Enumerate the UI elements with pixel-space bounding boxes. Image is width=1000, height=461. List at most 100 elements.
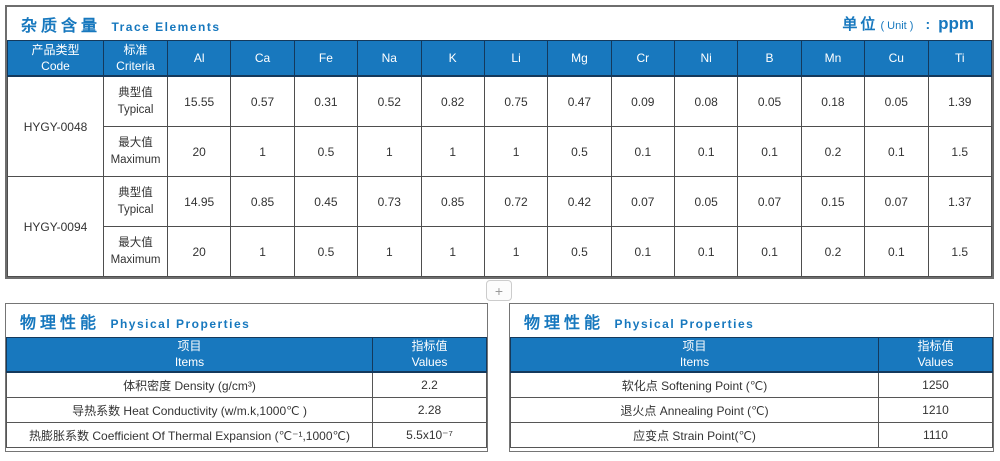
value-cell: 0.05 bbox=[737, 75, 802, 127]
value-cell: 0.57 bbox=[230, 75, 295, 127]
physical-properties-table-right: 项目 Items 指标值 Values 软化点 Softening Point … bbox=[510, 337, 993, 448]
col-header-values: 指标值 Values bbox=[878, 337, 993, 373]
unit-colon: : bbox=[925, 16, 931, 32]
section-title-en: Physical Properties bbox=[110, 316, 251, 331]
table-row: 退火点 Annealing Point (℃) 1210 bbox=[510, 397, 993, 423]
physical-properties-panel-left: 物理性能 Physical Properties 项目 Items 指标值 Va… bbox=[5, 303, 488, 452]
col-header-element: Fe bbox=[293, 40, 359, 77]
expand-button[interactable]: + bbox=[486, 280, 512, 301]
col-header-values-zh: 指标值 bbox=[917, 338, 954, 353]
col-header-values: 指标值 Values bbox=[372, 337, 487, 373]
value-cell: 0.72 bbox=[483, 176, 549, 227]
section-title-trace: 杂质含量 Trace Elements bbox=[21, 12, 221, 36]
section-title-physical-right: 物理性能 Physical Properties bbox=[524, 309, 754, 333]
col-header-items-zh: 项目 bbox=[177, 338, 202, 353]
section-title-zh: 物理性能 bbox=[20, 314, 101, 332]
col-header-items: 项目 Items bbox=[510, 337, 879, 373]
item-cell: 应变点 Strain Point(℃) bbox=[510, 422, 879, 448]
section-title-zh: 杂质含量 bbox=[21, 17, 102, 35]
value-cell: 0.85 bbox=[420, 176, 485, 227]
value-cell: 1 bbox=[357, 226, 422, 277]
value-cell: 0.42 bbox=[547, 176, 612, 227]
criteria-en: Maximum bbox=[110, 253, 161, 266]
phys-header-row: 项目 Items 指标值 Values bbox=[6, 337, 487, 373]
trace-header-row: 产品类型 Code 标准 Criteria Al Ca Fe Na K Li M… bbox=[7, 40, 992, 77]
section-title-physical-left: 物理性能 Physical Properties bbox=[20, 309, 250, 333]
value-cell: 0.1 bbox=[737, 226, 802, 277]
criteria-en: Maximum bbox=[110, 153, 161, 166]
col-header-element: K bbox=[420, 40, 485, 77]
value-cell: 1.5 bbox=[927, 226, 992, 277]
value-cell: 0.1 bbox=[864, 226, 929, 277]
item-cell: 软化点 Softening Point (℃) bbox=[510, 371, 879, 398]
criteria-en: Typical bbox=[117, 203, 154, 216]
criteria-label: 最大值 Maximum bbox=[103, 126, 168, 177]
trace-elements-panel: 杂质含量 Trace Elements 单位 ( Unit ) : ppm 产品… bbox=[5, 5, 994, 279]
value-cell: 0.2 bbox=[800, 226, 866, 277]
value-cell: 0.18 bbox=[800, 75, 866, 127]
value-cell: 0.52 bbox=[357, 75, 422, 127]
col-header-element: Cu bbox=[864, 40, 929, 77]
unit-label: 单位 ( Unit ) : ppm bbox=[842, 13, 974, 34]
criteria-label: 最大值 Maximum bbox=[103, 226, 168, 277]
col-header-values-en: Values bbox=[411, 354, 448, 369]
col-header-criteria: 标准 Criteria bbox=[103, 40, 168, 77]
value-cell: 1 bbox=[230, 126, 295, 177]
table-row: 最大值 Maximum 20 1 0.5 1 1 1 0.5 0.1 0.1 0… bbox=[8, 126, 992, 177]
unit-label-zh: 单位 bbox=[842, 16, 879, 33]
value-cell: 0.07 bbox=[864, 176, 929, 227]
col-header-values-zh: 指标值 bbox=[411, 338, 448, 353]
col-header-element: Al bbox=[166, 40, 232, 77]
value-cell: 0.07 bbox=[737, 176, 802, 227]
col-header-element: Na bbox=[357, 40, 422, 77]
col-header-values-en: Values bbox=[917, 354, 954, 369]
value-cell: 5.5x10⁻⁷ bbox=[372, 422, 487, 448]
col-header-criteria-zh: 标准 bbox=[123, 42, 148, 57]
table-row: 导热系数 Heat Conductivity (w/m.k,1000℃ ) 2.… bbox=[6, 397, 487, 423]
col-header-items-en: Items bbox=[679, 354, 710, 369]
item-cell: 热膨胀系数 Coefficient Of Thermal Expansion (… bbox=[6, 422, 373, 448]
table-row: HYGY-0048 典型值 Typical 15.55 0.57 0.31 0.… bbox=[7, 75, 992, 177]
value-cell: 0.1 bbox=[673, 126, 739, 177]
col-header-element: Ti bbox=[927, 40, 992, 77]
value-cell: 0.1 bbox=[610, 126, 676, 177]
value-cell: 1 bbox=[357, 126, 422, 177]
col-header-criteria-en: Criteria bbox=[116, 59, 155, 73]
col-header-element: Cr bbox=[610, 40, 676, 77]
value-cell: 0.15 bbox=[800, 176, 866, 227]
value-cell: 0.45 bbox=[293, 176, 359, 227]
value-cell: 0.85 bbox=[230, 176, 295, 227]
value-cell: 0.1 bbox=[864, 126, 929, 177]
col-header-element: Ni bbox=[673, 40, 739, 77]
col-header-code: 产品类型 Code bbox=[7, 40, 104, 77]
value-cell: 0.82 bbox=[420, 75, 485, 127]
value-cell: 2.28 bbox=[372, 397, 487, 423]
item-cell: 退火点 Annealing Point (℃) bbox=[510, 397, 879, 423]
value-cell: 1.39 bbox=[927, 75, 992, 127]
value-cell: 1 bbox=[230, 226, 295, 277]
value-cell: 20 bbox=[166, 126, 232, 177]
product-code: HYGY-0048 bbox=[7, 75, 104, 177]
value-cell: 0.73 bbox=[357, 176, 422, 227]
trace-panel-title-bar: 杂质含量 Trace Elements 单位 ( Unit ) : ppm bbox=[7, 7, 992, 40]
col-header-code-en: Code bbox=[41, 59, 70, 73]
item-cell: 导热系数 Heat Conductivity (w/m.k,1000℃ ) bbox=[6, 397, 373, 423]
value-cell: 0.1 bbox=[673, 226, 739, 277]
physical-properties-panel-right: 物理性能 Physical Properties 项目 Items 指标值 Va… bbox=[509, 303, 994, 452]
col-header-items: 项目 Items bbox=[6, 337, 373, 373]
phys-header-row: 项目 Items 指标值 Values bbox=[510, 337, 993, 373]
value-cell: 1 bbox=[483, 226, 549, 277]
value-cell: 1 bbox=[483, 126, 549, 177]
value-cell: 1110 bbox=[878, 422, 993, 448]
value-cell: 1210 bbox=[878, 397, 993, 423]
trace-elements-table: 产品类型 Code 标准 Criteria Al Ca Fe Na K Li M… bbox=[7, 40, 992, 277]
col-header-element: B bbox=[737, 40, 802, 77]
value-cell: 0.1 bbox=[737, 126, 802, 177]
value-cell: 1.5 bbox=[927, 126, 992, 177]
section-title-en: Trace Elements bbox=[111, 19, 221, 34]
unit-label-en: ( Unit ) bbox=[880, 20, 914, 32]
value-cell: 2.2 bbox=[372, 371, 487, 398]
table-row: 热膨胀系数 Coefficient Of Thermal Expansion (… bbox=[6, 422, 487, 448]
col-header-element: Mn bbox=[800, 40, 866, 77]
value-cell: 0.2 bbox=[800, 126, 866, 177]
